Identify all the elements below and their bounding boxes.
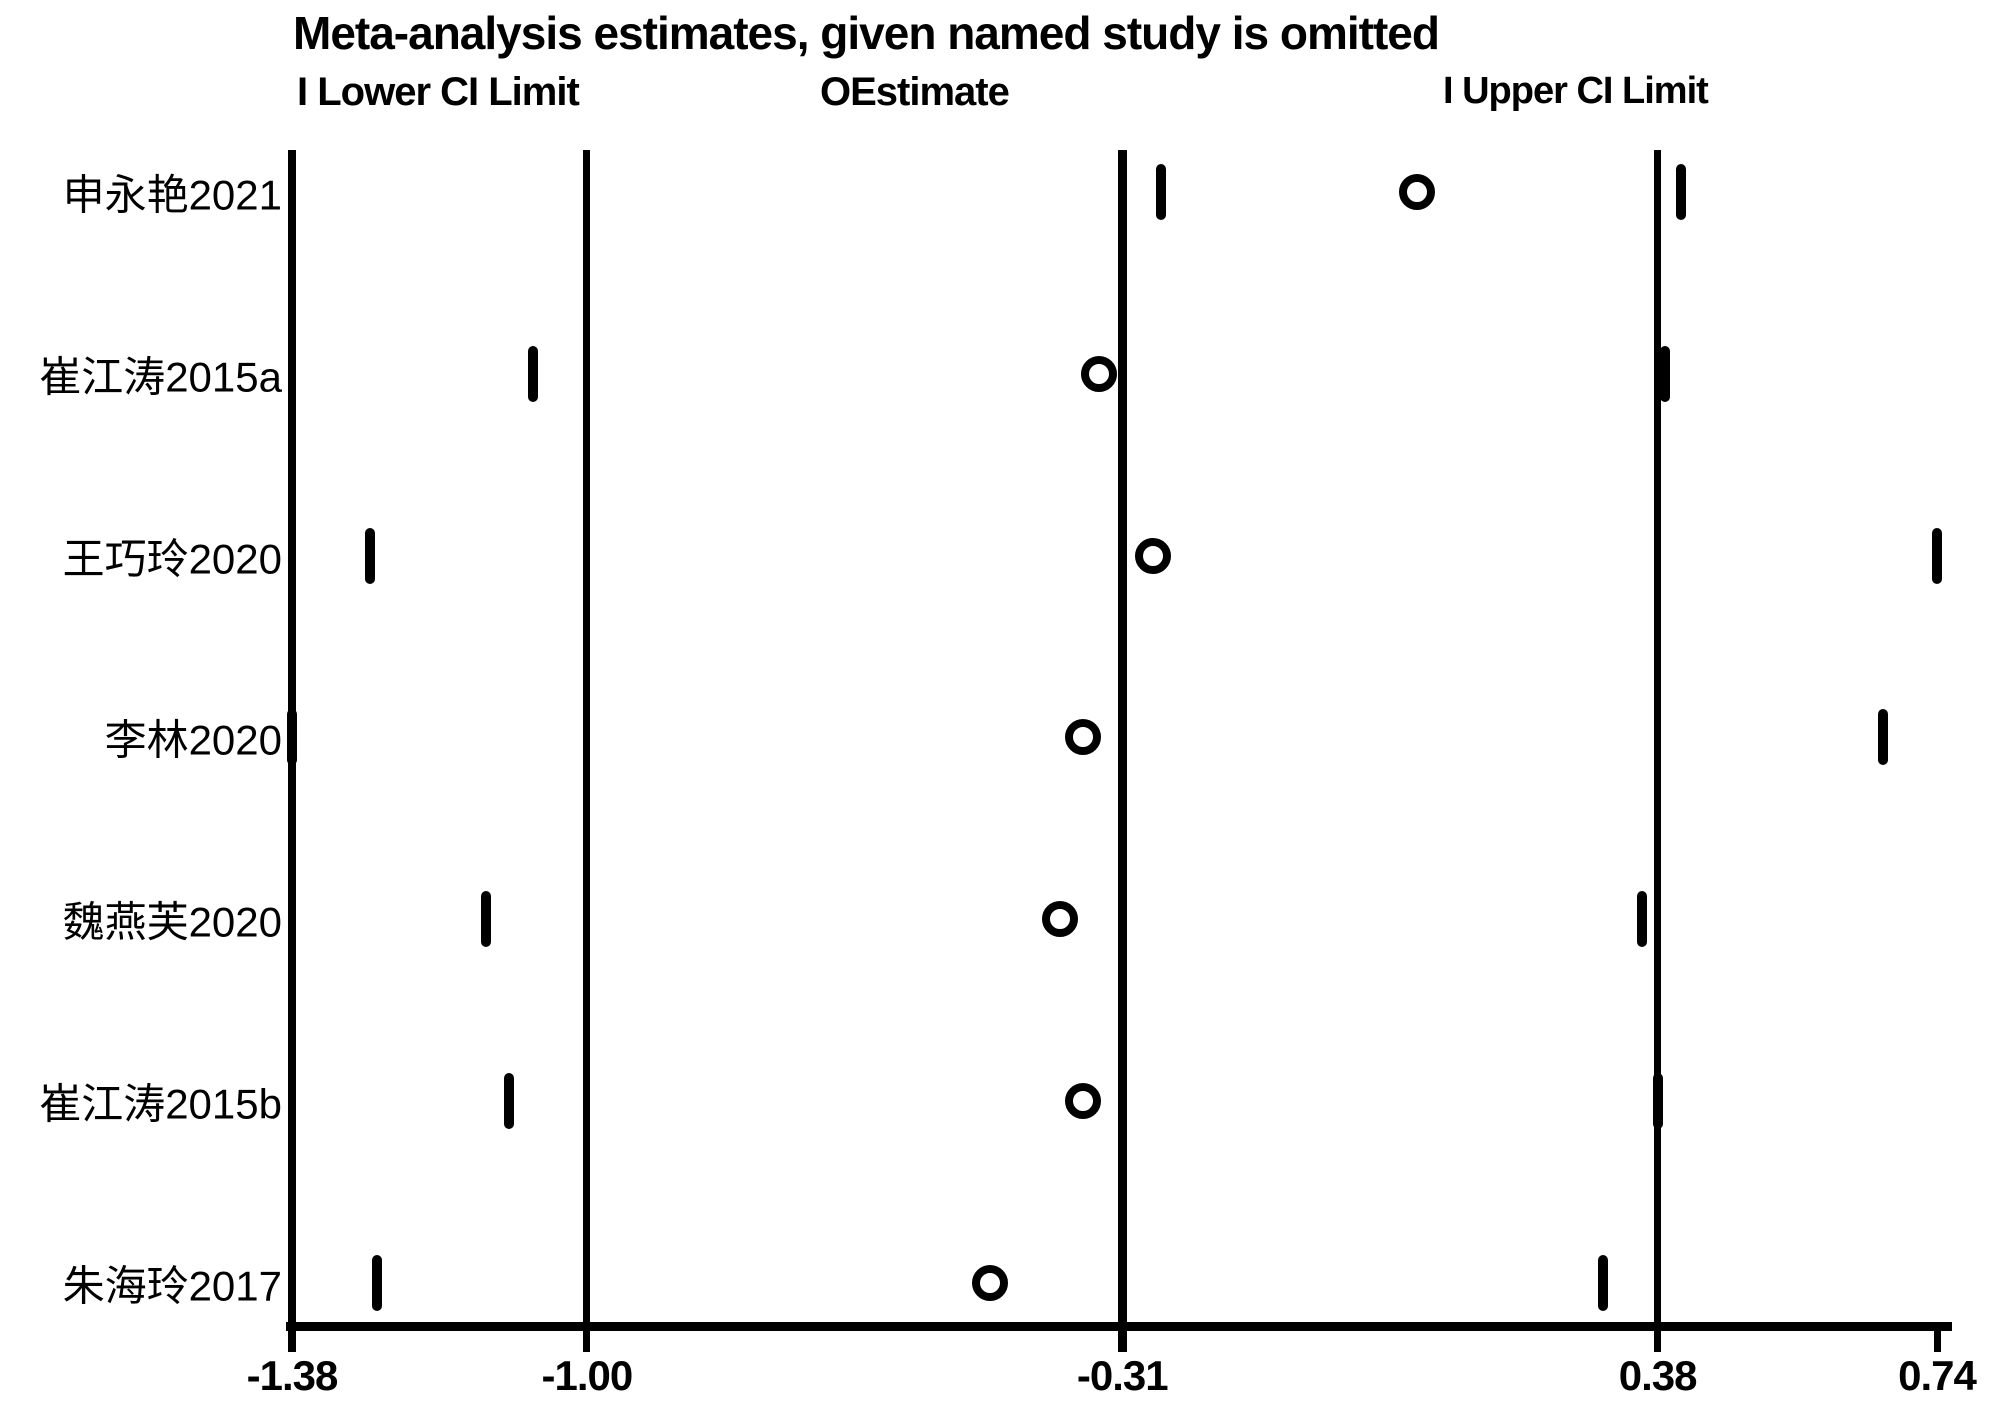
- estimate-marker: [1080, 355, 1117, 392]
- x-tick-label: -1.00: [541, 1352, 633, 1399]
- upper-ci-marker: [1660, 345, 1671, 402]
- lower-ci-marker: [480, 891, 491, 948]
- upper-ci-marker: [1637, 891, 1648, 948]
- upper-ci-marker: [1652, 1073, 1663, 1129]
- upper-ci-marker: [1932, 527, 1942, 584]
- x-tick-max: [1933, 1322, 1941, 1352]
- legend-estimate: OEstimate: [820, 70, 1010, 114]
- study-label: 崔江涛2015a: [39, 353, 282, 401]
- x-tick-label: 0.74: [1898, 1352, 1977, 1399]
- estimate-marker: [972, 1264, 1009, 1301]
- study-label: 魏燕芙2020: [62, 898, 282, 946]
- study-label: 王巧玲2020: [62, 535, 282, 583]
- ref-line-overall-estimate: [1117, 150, 1127, 1352]
- lower-ci-marker: [287, 709, 297, 766]
- study-label: 朱海玲2017: [62, 1262, 282, 1310]
- chart-title: Meta-analysis estimates, given named stu…: [293, 7, 1440, 59]
- lower-ci-marker: [527, 345, 538, 402]
- x-tick-label: -0.31: [1076, 1352, 1169, 1399]
- lower-ci-marker: [1156, 164, 1167, 220]
- ref-line-overall-upper: [1654, 150, 1662, 1352]
- lower-ci-marker: [364, 527, 375, 584]
- lower-ci-marker: [372, 1254, 383, 1311]
- study-label: 崔江涛2015b: [39, 1080, 282, 1128]
- ref-line-overall-lower: [583, 150, 591, 1352]
- estimate-marker: [1065, 1083, 1102, 1119]
- legend-upper-ci: I Upper CI Limit: [1443, 70, 1709, 112]
- upper-ci-marker: [1675, 164, 1686, 220]
- legend-lower-ci: I Lower CI Limit: [297, 70, 580, 114]
- x-axis-line: [286, 1322, 1952, 1331]
- lower-ci-marker: [504, 1073, 515, 1129]
- x-tick-label: 0.38: [1618, 1352, 1698, 1399]
- estimate-marker: [1399, 174, 1436, 210]
- upper-ci-marker: [1877, 709, 1888, 766]
- upper-ci-marker: [1598, 1254, 1609, 1311]
- x-tick-label: -1.38: [246, 1352, 339, 1399]
- estimate-marker: [1065, 719, 1102, 756]
- study-label: 李林2020: [104, 716, 282, 764]
- study-label: 申永艳2021: [62, 171, 282, 219]
- estimate-marker: [1042, 901, 1079, 938]
- estimate-marker: [1135, 537, 1172, 574]
